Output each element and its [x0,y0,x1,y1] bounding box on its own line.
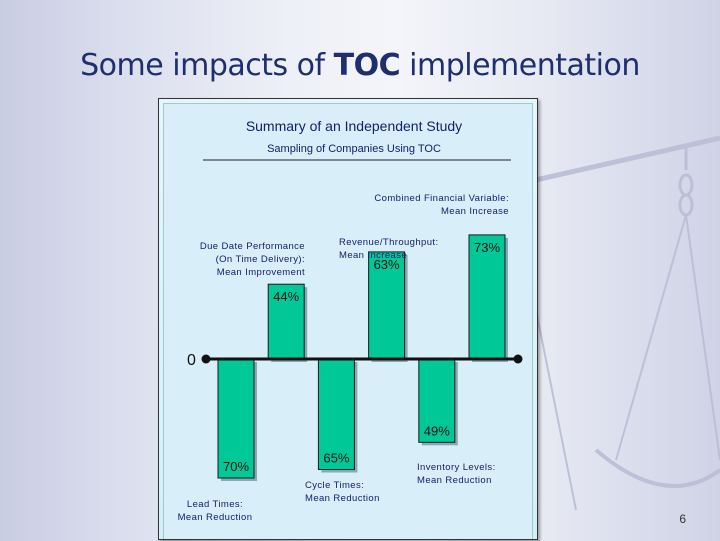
chart-subtitle: Sampling of Companies Using TOC [267,143,441,155]
bar-3 [317,358,355,470]
title-suffix-text: implementation [400,48,640,83]
bar-value-label: 44% [273,289,299,304]
bar-2 [267,283,305,360]
bar-6 [468,234,506,360]
title-text: Some impacts of [80,48,334,83]
bar-5 [418,358,456,443]
category-label: Mean Reduction [305,493,380,504]
bar-value-label: 73% [474,240,500,255]
bar-value-label: 70% [223,459,249,474]
chart-panel: Summary of an Independent Study Sampling… [158,98,538,540]
category-label: Mean Reduction [178,512,253,523]
axis-endpoint-right [513,354,523,364]
chart-title: Summary of an Independent Study [246,118,462,134]
category-label: Mean Increase [441,206,509,217]
bar-1 [217,358,255,479]
category-label: Lead Times: [187,499,243,510]
category-label: (On Time Delivery): [216,254,305,265]
category-label: Mean Increase [339,250,407,261]
category-label: Due Date Performance [200,241,305,252]
axis-endpoint-left [201,354,211,364]
title-bold-text: TOC [333,48,401,83]
category-label: Mean Reduction [417,475,492,486]
bar-4 [368,251,406,360]
category-label: Mean Improvement [217,267,305,278]
category-label: Combined Financial Variable: [374,193,509,204]
category-label: Cycle Times: [305,480,364,491]
bar-value-label: 65% [323,451,349,466]
scale-of-justice-icon [536,135,720,511]
bar-value-label: 63% [374,257,400,272]
category-label: Inventory Levels: [417,462,496,473]
zero-label: 0 [187,352,196,369]
page-number: 6 [679,512,686,526]
bar-value-label: 49% [424,423,450,438]
bar-chart: Summary of an Independent Study Sampling… [178,118,523,523]
slide-title: Some impacts of TOC implementation [0,48,720,83]
category-label: Revenue/Throughput: [339,237,439,248]
